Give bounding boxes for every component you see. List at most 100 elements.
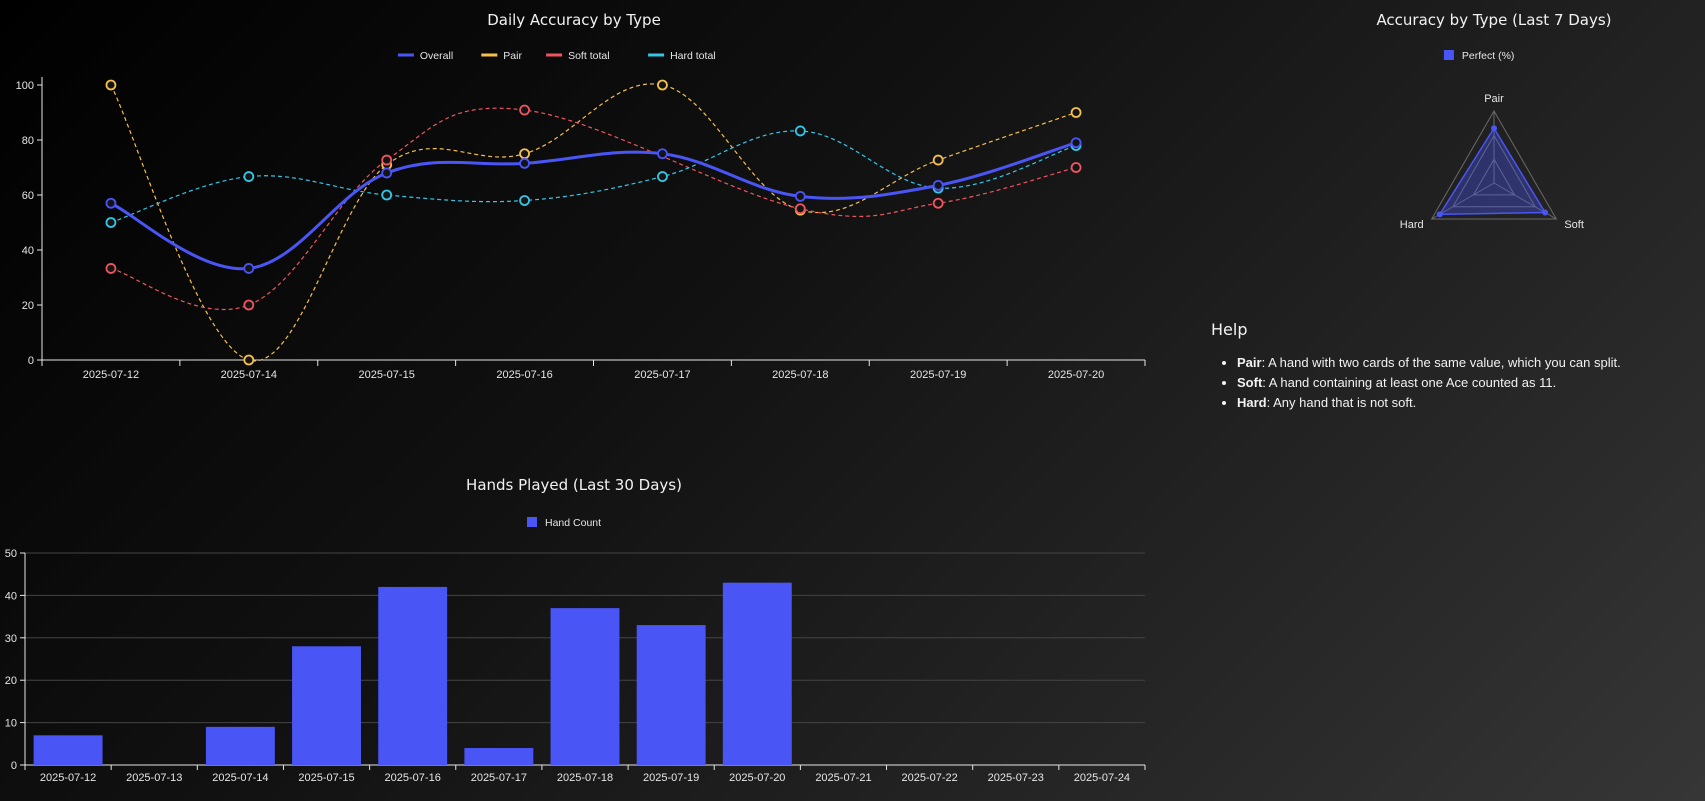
y-tick-label: 40 bbox=[22, 245, 34, 257]
radar-area bbox=[1438, 126, 1547, 216]
x-tick-label: 2025-07-17 bbox=[634, 369, 690, 381]
radar-ring bbox=[1451, 134, 1537, 208]
legend-label: Overall bbox=[420, 50, 453, 62]
bar bbox=[722, 582, 792, 765]
y-tick-label: 40 bbox=[5, 590, 17, 602]
radar-axis-label: Hard bbox=[1400, 219, 1424, 231]
x-tick-label: 2025-07-12 bbox=[40, 772, 96, 784]
data-point bbox=[1070, 162, 1082, 173]
x-tick-label: 2025-07-22 bbox=[901, 772, 957, 784]
y-tick-label: 0 bbox=[11, 760, 17, 772]
x-tick-label: 2025-07-19 bbox=[910, 369, 966, 381]
x-tick-label: 2025-07-16 bbox=[496, 369, 552, 381]
radar-axis-label: Soft bbox=[1564, 219, 1584, 231]
x-tick-label: 2025-07-21 bbox=[815, 772, 871, 784]
series-line bbox=[110, 130, 1077, 224]
bar-series bbox=[33, 582, 792, 765]
x-tick-label: 2025-07-16 bbox=[385, 772, 441, 784]
series-line bbox=[110, 107, 1077, 311]
radar-ring bbox=[1472, 158, 1516, 196]
data-point bbox=[519, 148, 530, 160]
data-point bbox=[519, 157, 530, 169]
help-list: Pair: A hand with two cards of the same … bbox=[1211, 353, 1691, 413]
x-tick-label: 2025-07-19 bbox=[643, 772, 699, 784]
legend-label: Hand Count bbox=[545, 517, 601, 529]
legend-label: Pair bbox=[503, 50, 522, 62]
series-soft-total bbox=[105, 104, 1082, 311]
help-item-soft: Soft: A hand containing at least one Ace… bbox=[1237, 373, 1691, 393]
series-line bbox=[110, 83, 1077, 362]
bar bbox=[550, 608, 620, 765]
help-term: Soft bbox=[1237, 375, 1263, 390]
x-tick-label: 2025-07-15 bbox=[359, 369, 415, 381]
y-tick-label: 0 bbox=[28, 355, 34, 367]
help-heading: Help bbox=[1211, 320, 1248, 339]
bar bbox=[378, 586, 448, 765]
y-tick-label: 80 bbox=[22, 135, 34, 147]
data-point bbox=[932, 154, 944, 166]
legend-swatch bbox=[1443, 50, 1454, 60]
data-point bbox=[243, 354, 255, 366]
radar-grid bbox=[1430, 110, 1558, 220]
data-point bbox=[519, 195, 530, 206]
radar-point bbox=[1436, 211, 1443, 218]
radar-axis-label: Pair bbox=[1484, 93, 1504, 105]
data-point bbox=[243, 263, 255, 274]
data-point bbox=[794, 203, 806, 215]
bar-chart-title: Hands Played (Last 30 Days) bbox=[466, 476, 682, 494]
data-point bbox=[105, 217, 117, 228]
radar-point bbox=[1542, 209, 1549, 216]
y-tick-label: 60 bbox=[22, 190, 34, 202]
x-tick-label: 2025-07-23 bbox=[988, 772, 1044, 784]
data-point bbox=[105, 79, 117, 91]
data-point bbox=[1070, 107, 1082, 118]
series-pair bbox=[105, 79, 1082, 366]
legend-item: Hard total bbox=[648, 50, 716, 62]
y-tick-label: 20 bbox=[5, 675, 17, 687]
data-point bbox=[794, 190, 806, 202]
x-tick-label: 2025-07-13 bbox=[126, 772, 182, 784]
help-desc: : Any hand that is not soft. bbox=[1266, 395, 1417, 410]
y-tick-label: 20 bbox=[22, 300, 34, 312]
chart-axes: 0 20 40 60 80 100 2025-07-12 2025-07-14 2025-07-… bbox=[16, 77, 1146, 381]
data-point bbox=[381, 154, 393, 166]
x-tick-label: 2025-07-14 bbox=[212, 772, 268, 784]
data-point bbox=[657, 171, 668, 182]
y-tick-label: 50 bbox=[5, 548, 17, 560]
series-line bbox=[110, 141, 1077, 271]
data-point bbox=[932, 197, 944, 209]
legend-item: Pair bbox=[481, 50, 522, 62]
data-point bbox=[657, 79, 668, 91]
x-tick-label: 2025-07-17 bbox=[471, 772, 527, 784]
data-point bbox=[519, 104, 530, 116]
x-tick-label: 2025-07-24 bbox=[1074, 772, 1130, 784]
radar-ring bbox=[1430, 110, 1558, 220]
bar bbox=[292, 646, 361, 765]
bar bbox=[33, 735, 103, 765]
x-tick-label: 2025-07-18 bbox=[772, 369, 828, 381]
y-tick-label: 100 bbox=[16, 80, 34, 92]
radar-point bbox=[1491, 125, 1497, 132]
data-point bbox=[932, 179, 944, 191]
data-point bbox=[1070, 137, 1082, 149]
x-tick-label: 2025-07-14 bbox=[221, 369, 277, 381]
help-term: Pair bbox=[1237, 355, 1262, 370]
y-tick-label: 30 bbox=[5, 633, 17, 645]
series-hard-total bbox=[105, 125, 1082, 228]
x-tick-label: 2025-07-20 bbox=[1048, 369, 1104, 381]
x-tick-label: 2025-07-18 bbox=[557, 772, 613, 784]
x-tick-label: 2025-07-15 bbox=[298, 772, 354, 784]
data-point bbox=[243, 171, 255, 182]
data-point bbox=[243, 299, 255, 311]
bar bbox=[205, 726, 275, 765]
chart-title: Daily Accuracy by Type bbox=[487, 11, 661, 29]
x-tick-label: 2025-07-20 bbox=[729, 772, 785, 784]
bar bbox=[464, 748, 534, 765]
legend-item: Soft total bbox=[546, 50, 610, 62]
data-point bbox=[105, 197, 117, 209]
legend-item: Hand Count bbox=[527, 517, 601, 529]
data-point bbox=[381, 189, 393, 201]
legend-item: Overall bbox=[397, 50, 453, 62]
help-item-hard: Hard: Any hand that is not soft. bbox=[1237, 393, 1691, 413]
data-point bbox=[794, 125, 806, 137]
